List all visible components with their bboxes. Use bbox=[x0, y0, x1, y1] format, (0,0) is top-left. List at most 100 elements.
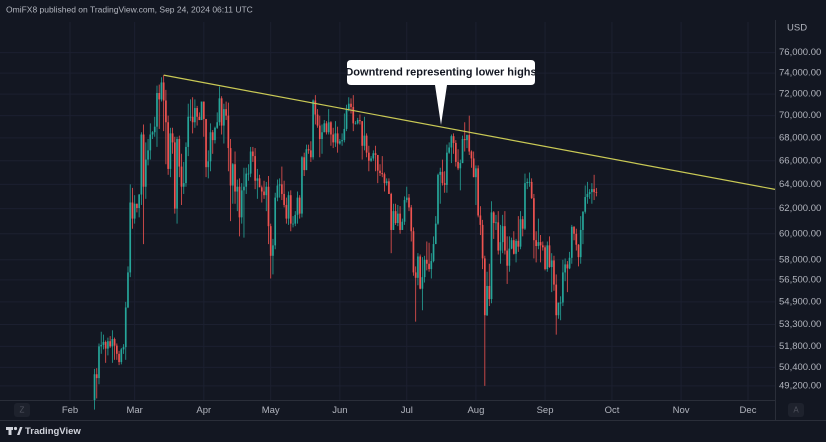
candle-body bbox=[568, 257, 571, 269]
candle-body bbox=[524, 183, 526, 229]
button-bg bbox=[788, 403, 804, 417]
candle-body bbox=[537, 242, 540, 247]
candle-body bbox=[553, 260, 555, 285]
x-tick-label: Feb bbox=[62, 405, 78, 416]
candle-body bbox=[167, 122, 169, 169]
candle-body bbox=[189, 116, 192, 118]
y-tick-label: 62,000.00 bbox=[779, 203, 821, 214]
candle-body bbox=[229, 148, 232, 186]
candle-body bbox=[140, 134, 143, 195]
candle-body bbox=[180, 166, 183, 187]
candle-body bbox=[361, 121, 364, 146]
y-tick-label: 51,800.00 bbox=[779, 341, 821, 352]
y-tick-label: 56,500.00 bbox=[779, 274, 821, 285]
y-tick-label: 64,000.00 bbox=[779, 179, 821, 190]
candle-body bbox=[412, 231, 415, 273]
candle-body bbox=[381, 173, 384, 175]
candle-body bbox=[323, 123, 326, 133]
candle-body bbox=[330, 122, 332, 135]
candle-body bbox=[111, 339, 114, 347]
candle-body bbox=[350, 103, 352, 107]
annotation-callout: Downtrend representing lower highs bbox=[345, 60, 537, 125]
candle-body bbox=[214, 127, 216, 141]
candle-body bbox=[359, 120, 361, 122]
candle-body bbox=[314, 100, 317, 115]
candle-body bbox=[352, 106, 355, 124]
x-tick-label: Jun bbox=[332, 405, 347, 416]
candle-body bbox=[368, 152, 370, 161]
y-tick-label: 49,200.00 bbox=[779, 380, 821, 391]
candle-body bbox=[252, 151, 254, 157]
candle-body bbox=[256, 178, 259, 181]
y-tick-label: 70,000.00 bbox=[779, 110, 821, 121]
x-tick-label: Dec bbox=[740, 405, 757, 416]
candle-body bbox=[131, 202, 134, 219]
candle-body bbox=[463, 138, 466, 141]
candle-body bbox=[173, 142, 176, 209]
candle-body bbox=[292, 223, 294, 225]
candle-body bbox=[388, 181, 390, 194]
candle-body bbox=[236, 186, 239, 192]
candle-body bbox=[169, 133, 172, 169]
candle-body bbox=[294, 214, 297, 224]
candle-body bbox=[372, 153, 375, 159]
candle-body bbox=[577, 244, 580, 258]
candle-body bbox=[165, 100, 167, 123]
candle-body bbox=[385, 181, 388, 184]
candle-body bbox=[533, 198, 535, 241]
candle-body bbox=[191, 116, 194, 123]
candle-body bbox=[187, 116, 190, 147]
candle-body bbox=[475, 168, 477, 178]
candle-body bbox=[176, 138, 178, 209]
candle-body bbox=[194, 108, 196, 123]
candle-body bbox=[528, 181, 531, 183]
candle-body bbox=[225, 109, 227, 116]
candle-body bbox=[216, 122, 219, 128]
candle-body bbox=[211, 132, 214, 141]
candle-body bbox=[310, 150, 312, 158]
logo-part bbox=[8, 427, 12, 435]
candle-body bbox=[466, 135, 468, 141]
candle-body bbox=[341, 140, 343, 142]
candle-body bbox=[102, 341, 105, 345]
candle-body bbox=[510, 240, 513, 249]
candle-body bbox=[443, 183, 446, 185]
candle-body bbox=[316, 114, 319, 126]
scroll-left-button[interactable]: Z bbox=[14, 403, 30, 417]
y-tick-label: 60,000.00 bbox=[779, 228, 821, 239]
candle-body bbox=[124, 307, 127, 348]
candle-body bbox=[448, 147, 450, 153]
x-tick-label: Nov bbox=[673, 405, 690, 416]
candle-body bbox=[434, 223, 437, 245]
candle-body bbox=[376, 154, 379, 171]
button-label: Z bbox=[20, 406, 25, 415]
candle-body bbox=[504, 226, 506, 251]
candle-body bbox=[481, 224, 484, 259]
candle-body bbox=[334, 133, 337, 143]
candle-body bbox=[147, 150, 149, 160]
candle-body bbox=[305, 149, 308, 171]
candle-body bbox=[144, 159, 147, 187]
y-tick-label: 50,400.00 bbox=[779, 362, 821, 373]
candle-body bbox=[497, 222, 500, 251]
candle-body bbox=[461, 138, 464, 164]
candle-body bbox=[486, 285, 488, 316]
candle-body bbox=[269, 226, 272, 256]
candle-body bbox=[196, 108, 198, 117]
candle-body bbox=[312, 100, 314, 158]
candle-body bbox=[289, 195, 292, 224]
auto-scale-button[interactable]: A bbox=[788, 403, 804, 417]
candle-body bbox=[570, 226, 573, 258]
candle-body bbox=[356, 120, 359, 124]
candle-body bbox=[459, 163, 462, 169]
y-tick-label: 53,300.00 bbox=[779, 319, 821, 330]
candle-body bbox=[267, 186, 270, 227]
candle-body bbox=[501, 226, 504, 243]
candle-body bbox=[468, 135, 471, 152]
candle-body bbox=[541, 245, 544, 248]
candle-body bbox=[218, 98, 221, 123]
candle-body bbox=[591, 189, 593, 193]
candle-body bbox=[104, 341, 107, 349]
candle-body bbox=[245, 173, 248, 187]
candle-body bbox=[428, 263, 430, 270]
